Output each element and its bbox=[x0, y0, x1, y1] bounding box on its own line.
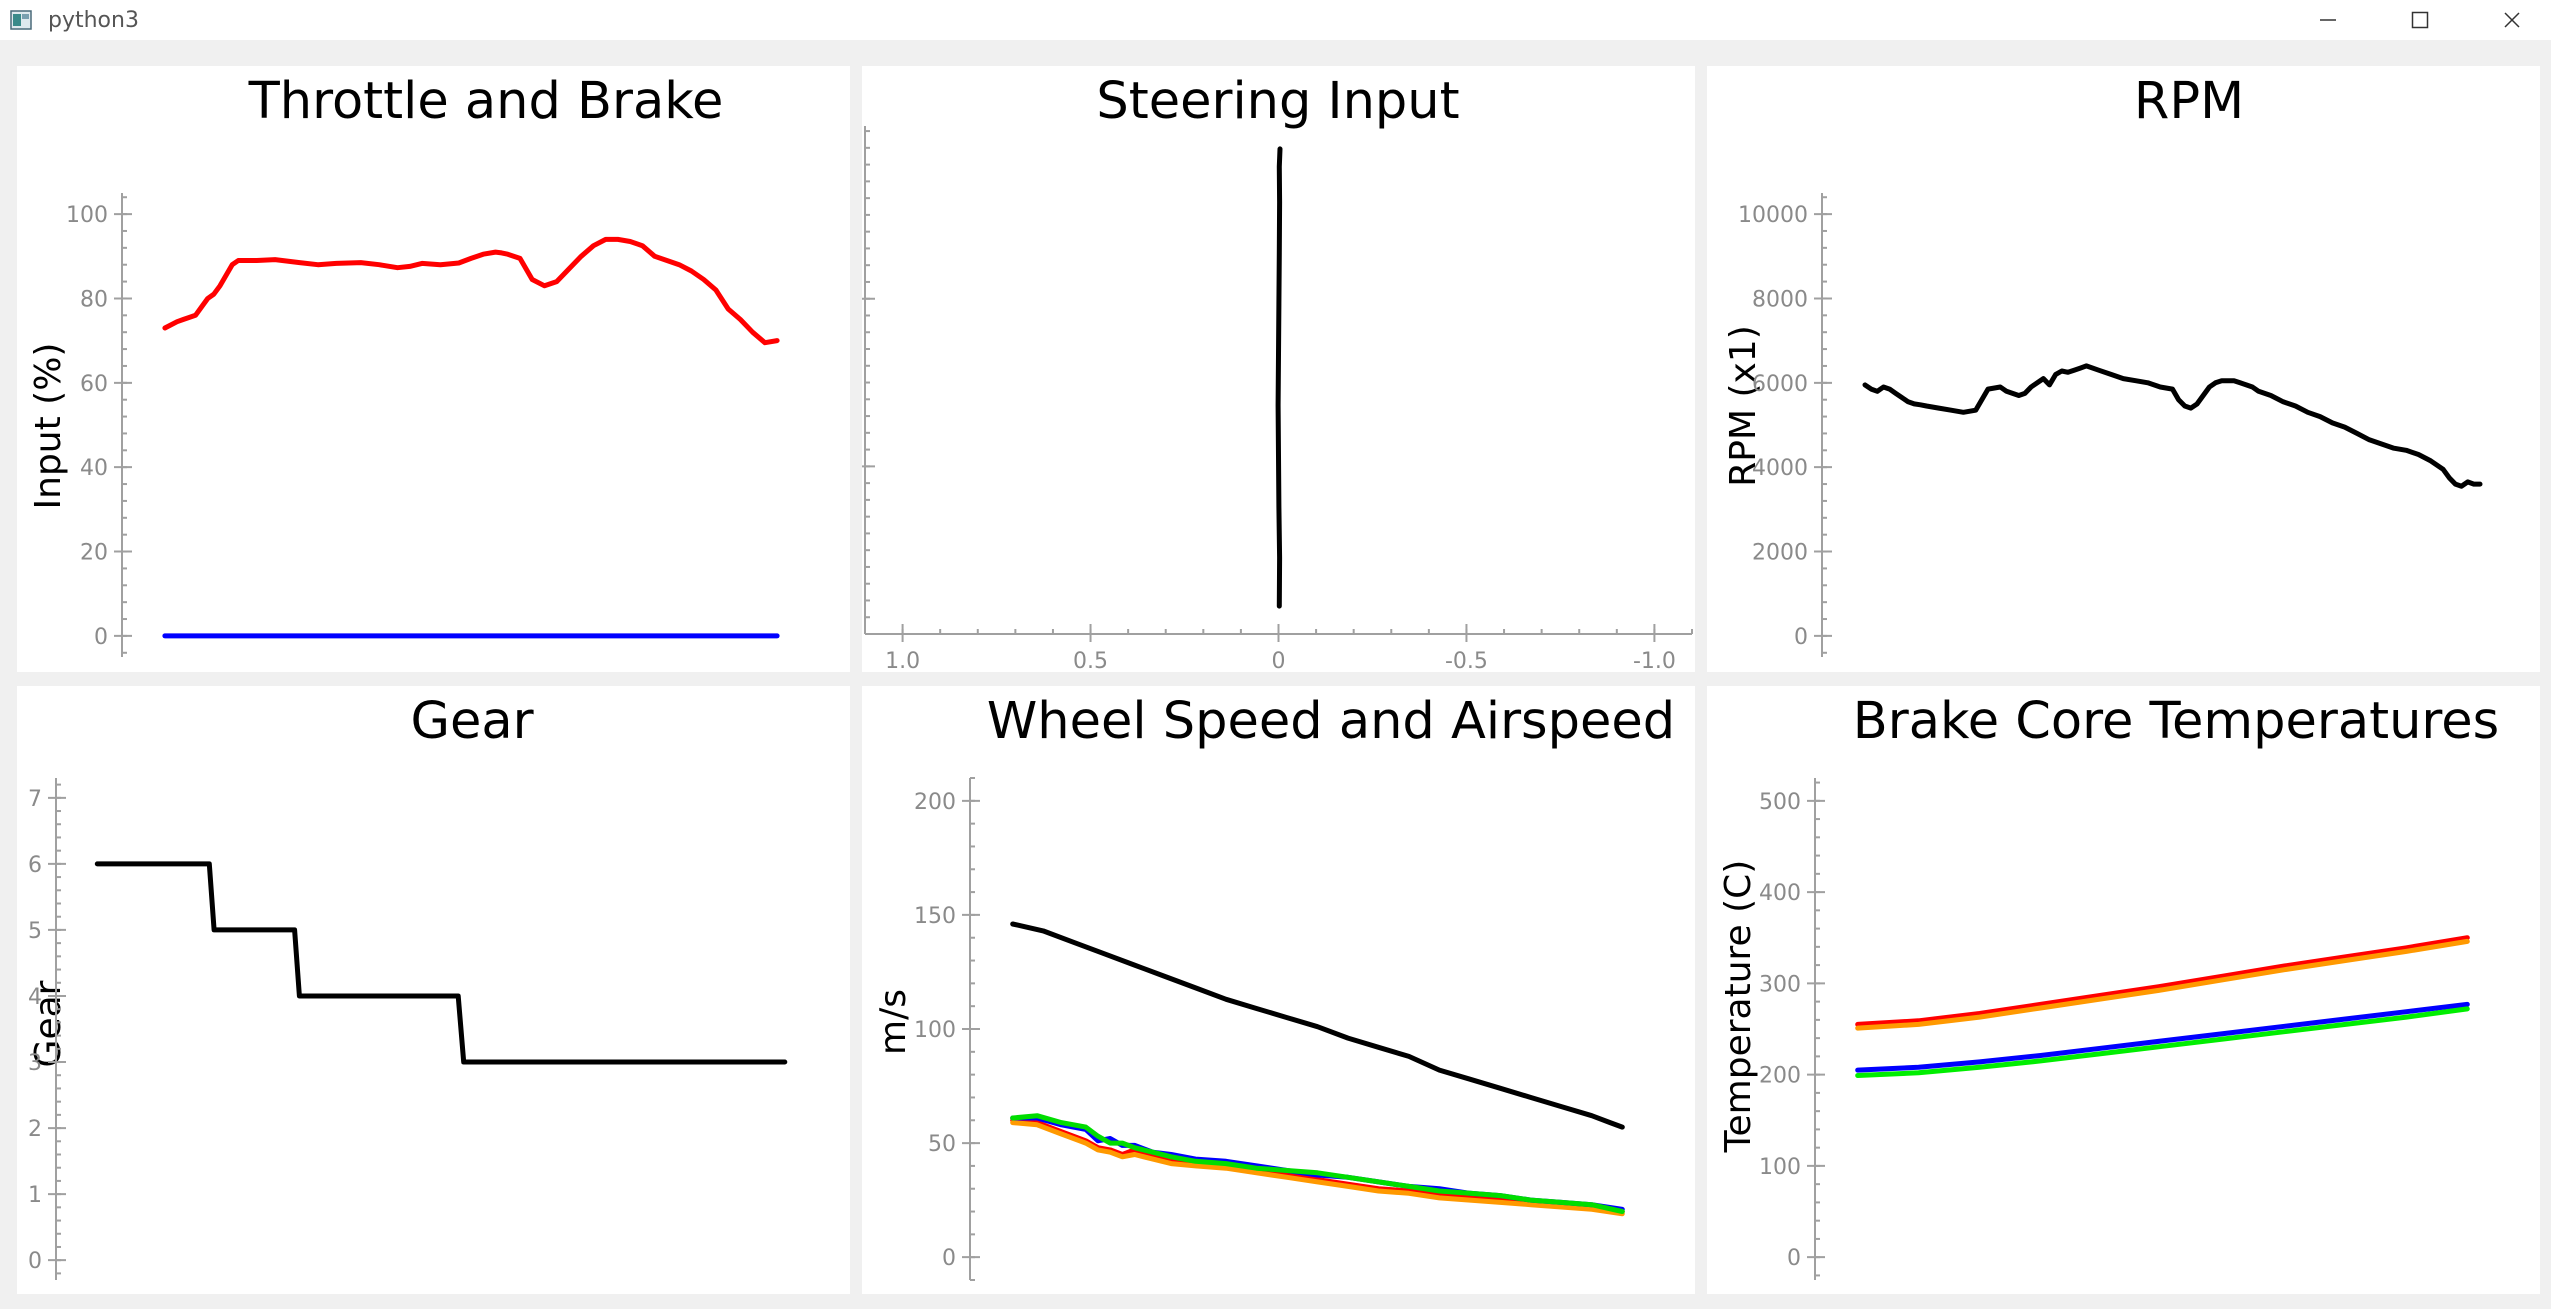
series-line-0 bbox=[1275, 146, 1283, 609]
y-tick-label: 400 bbox=[1759, 881, 1801, 906]
y-tick-label: 7 bbox=[28, 787, 42, 812]
y-tick-label: 100 bbox=[1759, 1155, 1801, 1180]
y-tick-label: 2 bbox=[28, 1117, 42, 1142]
y-tick-label: 200 bbox=[914, 790, 956, 815]
y-axis-label: m/s bbox=[873, 989, 914, 1055]
y-tick-label: 2000 bbox=[1752, 541, 1808, 566]
y-tick-label: 500 bbox=[1759, 790, 1801, 815]
brake-core-temp-panel: Brake Core Temperatures Temperature (C) … bbox=[1707, 686, 2540, 1294]
series-line-1 bbox=[1855, 938, 2470, 1031]
wheel-speed-chart[interactable]: Wheel Speed and Airspeed m/s 0 50 100 150 20… bbox=[862, 686, 1695, 1294]
title-bar: python3 bbox=[0, 0, 2551, 40]
rpm-chart[interactable]: RPM RPM (x1) 0 2000 4000 6000 8000 10000 bbox=[1707, 66, 2540, 672]
series-line-2 bbox=[1010, 1120, 1625, 1217]
y-tick-label: 50 bbox=[928, 1132, 956, 1157]
y-tick-label: 10000 bbox=[1738, 203, 1808, 228]
y-axis-label: Temperature (C) bbox=[1718, 860, 1759, 1154]
maximize-button[interactable] bbox=[2374, 0, 2466, 40]
gear-panel: Gear Gear 0 1 2 3 4 5 6 7 bbox=[17, 686, 850, 1294]
series-line-0 bbox=[94, 861, 788, 1065]
y-tick-label: 0 bbox=[94, 625, 108, 650]
window-title: python3 bbox=[48, 8, 139, 33]
y-tick-label: 6 bbox=[28, 853, 42, 878]
throttle-brake-chart[interactable]: Throttle and Brake Input (%) 0 20 40 60 80 10… bbox=[17, 66, 850, 672]
minimize-icon bbox=[2320, 19, 2336, 21]
maximize-icon bbox=[2411, 11, 2429, 29]
x-tick-label: 1.0 bbox=[885, 649, 920, 672]
chart-title: Brake Core Temperatures bbox=[1853, 692, 2499, 751]
x-tick-label: -1.0 bbox=[1633, 649, 1676, 672]
series-line-0 bbox=[1862, 363, 2483, 489]
throttle-brake-panel: Throttle and Brake Input (%) 0 20 40 60 80 10… bbox=[17, 66, 850, 672]
y-axis-label: Input (%) bbox=[28, 343, 69, 510]
y-tick-label: 80 bbox=[80, 287, 108, 312]
y-tick-label: 20 bbox=[80, 541, 108, 566]
series-line-0 bbox=[162, 236, 780, 346]
rpm-panel: RPM RPM (x1) 0 2000 4000 6000 8000 10000 bbox=[1707, 66, 2540, 672]
chart-title: Gear bbox=[410, 692, 533, 751]
y-tick-label: 0 bbox=[28, 1249, 42, 1274]
y-tick-label: 100 bbox=[914, 1018, 956, 1043]
y-tick-label: 5 bbox=[28, 919, 42, 944]
y-tick-label: 150 bbox=[914, 904, 956, 929]
y-tick-label: 300 bbox=[1759, 972, 1801, 997]
close-icon bbox=[2504, 12, 2520, 28]
y-axis-label: RPM (x1) bbox=[1723, 325, 1764, 487]
wheel-speed-panel: Wheel Speed and Airspeed m/s 0 50 100 150 20… bbox=[862, 686, 1695, 1294]
y-tick-label: 60 bbox=[80, 372, 108, 397]
steering-input-panel: Steering Input 1.0 0.5 0 -0.5 -1.0 bbox=[862, 66, 1695, 672]
series-line-0 bbox=[1855, 935, 2470, 1027]
python-app-icon bbox=[10, 10, 32, 30]
series-line-4 bbox=[1010, 1113, 1625, 1214]
gear-chart[interactable]: Gear Gear 0 1 2 3 4 5 6 7 bbox=[17, 686, 850, 1294]
y-tick-label: 0 bbox=[942, 1246, 956, 1271]
x-tick-label: 0 bbox=[1272, 649, 1286, 672]
x-tick-label: -0.5 bbox=[1445, 649, 1488, 672]
close-button[interactable] bbox=[2466, 0, 2551, 40]
chart-title: Wheel Speed and Airspeed bbox=[987, 692, 1675, 751]
y-tick-label: 40 bbox=[80, 456, 108, 481]
steering-input-chart[interactable]: Steering Input 1.0 0.5 0 -0.5 -1.0 bbox=[862, 66, 1695, 672]
y-tick-label: 200 bbox=[1759, 1064, 1801, 1089]
series-line-3 bbox=[1855, 1006, 2470, 1078]
y-tick-label: 0 bbox=[1794, 625, 1808, 650]
brake-core-temp-chart[interactable]: Brake Core Temperatures Temperature (C) … bbox=[1707, 686, 2540, 1294]
x-tick-label: 0.5 bbox=[1073, 649, 1108, 672]
y-tick-label: 4 bbox=[28, 985, 42, 1010]
chart-title: Steering Input bbox=[1096, 72, 1459, 131]
y-tick-label: 4000 bbox=[1752, 456, 1808, 481]
chart-title: RPM bbox=[2134, 72, 2244, 131]
chart-title: Throttle and Brake bbox=[248, 72, 724, 131]
series-line-3 bbox=[1010, 1115, 1625, 1212]
y-tick-label: 1 bbox=[28, 1183, 42, 1208]
y-tick-label: 6000 bbox=[1752, 372, 1808, 397]
series-line-2 bbox=[1855, 1001, 2470, 1073]
minimize-button[interactable] bbox=[2282, 0, 2374, 40]
series-line-0 bbox=[1010, 921, 1625, 1130]
y-tick-label: 100 bbox=[66, 203, 108, 228]
y-tick-label: 0 bbox=[1787, 1246, 1801, 1271]
y-tick-label: 3 bbox=[28, 1051, 42, 1076]
y-tick-label: 8000 bbox=[1752, 287, 1808, 312]
y-axis-label: Gear bbox=[28, 980, 69, 1067]
